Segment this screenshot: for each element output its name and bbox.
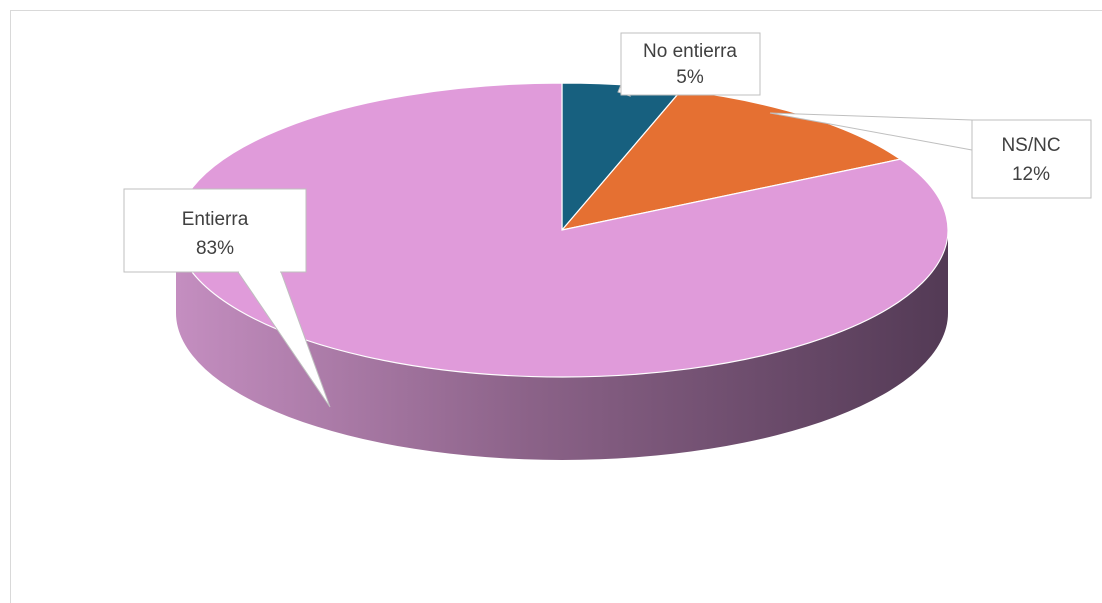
- label-entierra-name: Entierra: [182, 209, 249, 230]
- pie-side-wall: [176, 230, 948, 460]
- pie-slice-entierra[interactable]: [175, 82, 949, 378]
- callout-entierra: Entierra 83%: [123, 188, 331, 408]
- callout-no-entierra: No entierra 5%: [617, 32, 761, 97]
- callout-ns-nc: NS/NC 12%: [769, 112, 1092, 199]
- label-ns-nc-name: NS/NC: [1001, 135, 1060, 156]
- label-ns-nc-percent: 12%: [1012, 164, 1050, 185]
- label-no-entierra-percent: 5%: [676, 67, 704, 88]
- label-no-entierra-name: No entierra: [643, 41, 737, 62]
- label-entierra-percent: 83%: [196, 238, 234, 259]
